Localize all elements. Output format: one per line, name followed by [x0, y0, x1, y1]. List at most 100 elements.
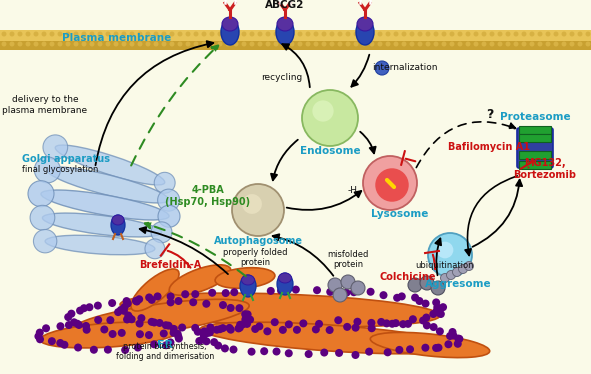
Circle shape — [577, 42, 583, 46]
Circle shape — [170, 31, 174, 37]
Circle shape — [337, 42, 343, 46]
Circle shape — [154, 31, 158, 37]
Circle shape — [586, 31, 590, 37]
Circle shape — [42, 324, 50, 332]
Text: internalization: internalization — [372, 63, 438, 72]
Circle shape — [202, 42, 206, 46]
FancyBboxPatch shape — [517, 128, 553, 168]
Circle shape — [232, 184, 284, 236]
Circle shape — [202, 31, 206, 37]
Circle shape — [89, 42, 95, 46]
Text: Colchicine: Colchicine — [380, 272, 436, 282]
Circle shape — [241, 316, 249, 324]
Circle shape — [368, 319, 375, 327]
Circle shape — [134, 344, 142, 352]
Circle shape — [162, 321, 170, 329]
Circle shape — [330, 42, 335, 46]
Circle shape — [482, 31, 486, 37]
Circle shape — [306, 42, 310, 46]
Circle shape — [177, 42, 183, 46]
Circle shape — [489, 42, 495, 46]
Circle shape — [150, 319, 158, 327]
Ellipse shape — [47, 167, 168, 203]
Circle shape — [255, 322, 264, 330]
Circle shape — [446, 270, 456, 279]
Text: 4-PBA
(Hsp70, Hsp90): 4-PBA (Hsp70, Hsp90) — [165, 185, 251, 207]
Circle shape — [175, 335, 183, 343]
Text: -H: -H — [348, 186, 358, 195]
Ellipse shape — [112, 215, 124, 225]
Circle shape — [249, 42, 255, 46]
Circle shape — [104, 346, 112, 354]
Circle shape — [178, 324, 186, 331]
Circle shape — [362, 31, 366, 37]
Circle shape — [302, 90, 358, 146]
Circle shape — [419, 316, 427, 325]
Circle shape — [521, 42, 527, 46]
Circle shape — [203, 329, 212, 337]
Circle shape — [514, 31, 518, 37]
Circle shape — [530, 31, 534, 37]
Circle shape — [83, 326, 90, 334]
Circle shape — [449, 328, 456, 336]
Circle shape — [434, 31, 439, 37]
Circle shape — [98, 31, 102, 37]
Circle shape — [306, 31, 310, 37]
Text: protein biosynthesis,
folding and dimerisation: protein biosynthesis, folding and dimeri… — [116, 341, 214, 361]
Bar — [0, 30, 591, 41]
Circle shape — [124, 300, 131, 308]
Circle shape — [353, 42, 359, 46]
Circle shape — [466, 31, 470, 37]
Circle shape — [174, 332, 182, 341]
Circle shape — [366, 288, 375, 296]
Circle shape — [129, 42, 135, 46]
Circle shape — [417, 42, 423, 46]
Circle shape — [206, 324, 215, 331]
Circle shape — [9, 42, 15, 46]
Circle shape — [441, 31, 446, 37]
Ellipse shape — [222, 17, 238, 31]
Circle shape — [148, 296, 156, 304]
Circle shape — [94, 301, 102, 310]
Circle shape — [271, 318, 279, 326]
Circle shape — [459, 264, 467, 273]
Circle shape — [421, 344, 430, 352]
Ellipse shape — [40, 322, 180, 348]
Circle shape — [76, 307, 84, 315]
Circle shape — [73, 320, 82, 328]
Circle shape — [90, 346, 98, 354]
Circle shape — [343, 323, 351, 331]
Circle shape — [313, 42, 319, 46]
Circle shape — [377, 318, 385, 326]
Circle shape — [195, 337, 203, 345]
Circle shape — [155, 319, 164, 327]
Circle shape — [167, 298, 174, 306]
Circle shape — [236, 321, 244, 329]
Circle shape — [248, 348, 255, 356]
Circle shape — [399, 320, 407, 328]
Circle shape — [333, 288, 347, 302]
Ellipse shape — [111, 215, 125, 235]
Circle shape — [498, 31, 502, 37]
Circle shape — [350, 288, 358, 296]
Circle shape — [353, 31, 359, 37]
Circle shape — [320, 349, 328, 356]
Circle shape — [145, 331, 153, 339]
Circle shape — [335, 316, 342, 324]
Bar — [519, 151, 551, 159]
Circle shape — [258, 42, 262, 46]
Circle shape — [25, 31, 31, 37]
Circle shape — [432, 344, 440, 352]
Circle shape — [114, 308, 122, 316]
Circle shape — [434, 42, 439, 46]
Circle shape — [151, 222, 172, 243]
Circle shape — [60, 341, 69, 349]
Text: Proteasome: Proteasome — [499, 112, 570, 122]
Circle shape — [384, 348, 392, 356]
Circle shape — [214, 341, 222, 350]
Circle shape — [341, 275, 355, 289]
Circle shape — [57, 31, 63, 37]
Circle shape — [363, 156, 417, 210]
Text: Golgi apparatus: Golgi apparatus — [22, 154, 110, 164]
Circle shape — [353, 318, 362, 326]
